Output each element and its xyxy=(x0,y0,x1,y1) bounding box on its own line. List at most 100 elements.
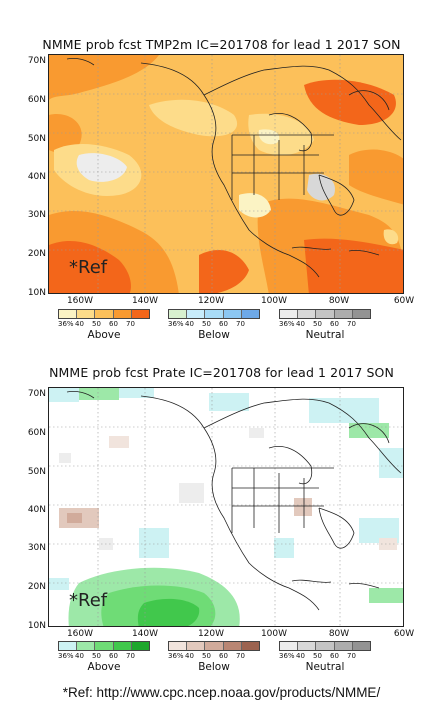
legend-tick: 40 xyxy=(75,320,84,328)
legend-swatch xyxy=(352,642,371,650)
legend-ticks: 36% 40 50 60 70 xyxy=(168,652,268,660)
legend-title: Neutral xyxy=(305,329,345,341)
legend-tick: 60 xyxy=(330,652,339,660)
legend-tick: 36% xyxy=(279,320,295,328)
legend-tick: 70 xyxy=(126,320,135,328)
legend-swatch xyxy=(95,642,114,650)
lat-label: 50N xyxy=(27,467,46,477)
ref-marker: *Ref xyxy=(69,590,108,611)
lon-label: 120W xyxy=(197,629,225,639)
legend-swatch xyxy=(59,310,78,318)
lon-label: 100W xyxy=(260,296,288,306)
legend-swatch xyxy=(280,642,299,650)
legend-tick: 50 xyxy=(92,652,101,660)
lon-label: 60W xyxy=(393,296,415,306)
lon-label: 80W xyxy=(328,296,350,306)
legend-swatch xyxy=(169,310,188,318)
legend-ticks: 36% 40 50 60 70 xyxy=(58,652,158,660)
legend-tick: 70 xyxy=(236,652,245,660)
legend-tick: 36% xyxy=(168,652,184,660)
legend-tick: 60 xyxy=(219,320,228,328)
lat-label: 70N xyxy=(27,56,46,66)
legend-title: Neutral xyxy=(305,661,345,673)
legend-tick: 50 xyxy=(92,320,101,328)
legend-tick: 70 xyxy=(126,652,135,660)
lon-label: 160W xyxy=(66,629,94,639)
legend-title: Above xyxy=(87,329,121,341)
legend-swatch xyxy=(205,310,224,318)
ref-marker: *Ref xyxy=(69,257,108,278)
legend-tick: 60 xyxy=(219,652,228,660)
lat-label: 20N xyxy=(27,249,46,259)
legend-swatch xyxy=(113,642,132,650)
legend-ticks: 36% 40 50 60 70 xyxy=(279,320,379,328)
legend-swatch xyxy=(77,310,96,318)
legend-swatch xyxy=(223,642,242,650)
legend-swatch xyxy=(95,310,114,318)
legend-tick: 40 xyxy=(185,320,194,328)
legend-tick: 36% xyxy=(168,320,184,328)
legend-title: Below xyxy=(198,661,230,673)
legend-title: Above xyxy=(87,661,121,673)
legend-swatch xyxy=(334,310,353,318)
temperature-map-title: NMME prob fcst TMP2m IC=201708 for lead … xyxy=(42,37,401,52)
legend-below: 36% 40 50 60 70 Below xyxy=(168,309,268,341)
temperature-map: *Ref xyxy=(48,54,404,294)
reference-footer: *Ref: http://www.cpc.ncep.noaa.gov/produ… xyxy=(62,685,381,700)
legend-neutral: 36% 40 50 60 70 Neutral xyxy=(279,641,379,673)
legend-tick: 36% xyxy=(279,652,295,660)
legend-bar xyxy=(168,309,260,319)
legend-swatch xyxy=(241,310,260,318)
legend-swatch xyxy=(223,310,242,318)
legend-swatch xyxy=(113,310,132,318)
legend-neutral: 36% 40 50 60 70 Neutral xyxy=(279,309,379,341)
legend-swatch xyxy=(169,642,188,650)
lon-label: 60W xyxy=(393,629,415,639)
legend-swatch xyxy=(187,642,206,650)
lat-label: 10N xyxy=(27,621,46,631)
legend-swatch xyxy=(298,642,317,650)
legend-swatch xyxy=(334,642,353,650)
lat-label: 50N xyxy=(27,134,46,144)
legend-below: 36% 40 50 60 70 Below xyxy=(168,641,268,673)
lat-label: 30N xyxy=(27,210,46,220)
temperature-panel: NMME prob fcst TMP2m IC=201708 for lead … xyxy=(0,0,443,360)
lon-label: 100W xyxy=(260,629,288,639)
legend-ticks: 36% 40 50 60 70 xyxy=(58,320,158,328)
legend-tick: 40 xyxy=(296,652,305,660)
legend-swatch xyxy=(77,642,96,650)
lon-label: 120W xyxy=(197,296,225,306)
lat-label: 10N xyxy=(27,288,46,298)
legend-tick: 40 xyxy=(185,652,194,660)
legend-tick: 40 xyxy=(75,652,84,660)
legend-tick: 60 xyxy=(330,320,339,328)
lon-label: 140W xyxy=(131,296,159,306)
legend-bar xyxy=(279,641,371,651)
precipitation-map-graphic xyxy=(49,388,403,626)
legend-swatch xyxy=(280,310,299,318)
legend-bar xyxy=(58,641,150,651)
legend-swatch xyxy=(187,310,206,318)
legend-tick: 70 xyxy=(347,652,356,660)
legend-swatch xyxy=(131,642,150,650)
legend-swatch xyxy=(241,642,260,650)
legend-tick: 70 xyxy=(236,320,245,328)
lat-label: 20N xyxy=(27,582,46,592)
legend-tick: 50 xyxy=(202,652,211,660)
legend-swatch xyxy=(59,642,78,650)
legend-bar xyxy=(168,641,260,651)
legend-tick: 40 xyxy=(296,320,305,328)
legend-tick: 36% xyxy=(58,652,74,660)
legend-tick: 60 xyxy=(109,320,118,328)
legend-swatch xyxy=(316,642,335,650)
legend-above: 36% 40 50 60 70 Above xyxy=(58,309,158,341)
lat-label: 60N xyxy=(27,95,46,105)
legend-tick: 60 xyxy=(109,652,118,660)
legend-ticks: 36% 40 50 60 70 xyxy=(168,320,268,328)
lat-label: 70N xyxy=(27,389,46,399)
legend-tick: 50 xyxy=(202,320,211,328)
lat-label: 40N xyxy=(27,505,46,515)
lon-label: 140W xyxy=(131,629,159,639)
legend-swatch xyxy=(352,310,371,318)
legend-title: Below xyxy=(198,329,230,341)
